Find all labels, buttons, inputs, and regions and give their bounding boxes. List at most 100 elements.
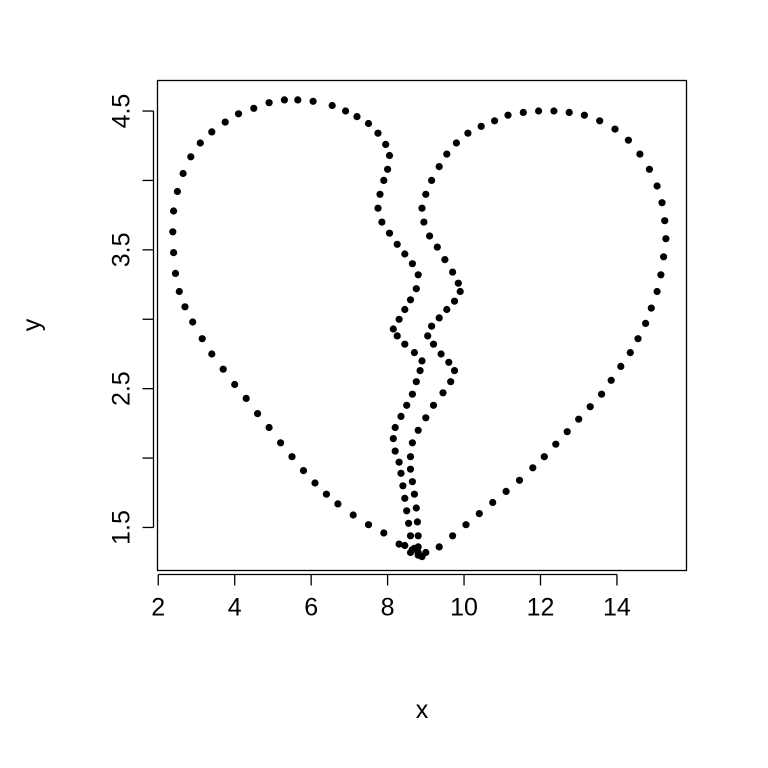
data-point-137 [443,305,451,314]
data-point-105 [662,235,670,243]
data-point-85 [475,509,483,518]
data-point-28 [187,153,195,161]
data-point-29 [196,139,204,147]
data-point-126 [428,176,436,184]
data-point-34 [265,99,273,107]
x-axis: 2 4 6 8 10 12 14 [151,573,631,622]
data-point-92 [563,428,571,436]
data-point-20 [181,303,189,311]
x-tick-label-3: 8 [381,594,395,622]
data-point-13 [254,410,262,418]
data-point-142 [437,350,445,358]
data-point-138 [435,314,443,322]
data-point-131 [433,243,441,251]
data-point-36 [294,96,302,104]
data-point-139 [428,322,436,330]
data-point-15 [231,380,239,389]
data-point-57 [401,305,409,314]
data-point-161 [401,541,409,550]
data-point-72 [395,458,403,466]
data-point-104 [660,253,668,261]
data-point-53 [408,260,416,268]
data-point-67 [403,401,411,409]
data-point-44 [385,151,394,160]
data-point-41 [364,119,373,128]
data-point-132 [441,256,449,264]
data-point-22 [171,269,180,277]
data-point-140 [424,332,432,340]
data-point-133 [449,268,457,276]
data-point-93 [575,415,583,423]
data-point-148 [422,414,430,422]
data-point-114 [580,111,589,119]
data-point-54 [414,271,422,279]
data-point-155 [412,504,420,512]
x-tick-label-4: 10 [450,594,478,622]
data-point-35 [280,96,288,104]
data-point-145 [447,378,455,386]
data-point-127 [422,190,430,198]
data-point-107 [658,199,666,207]
data-point-78 [406,532,415,540]
data-point-115 [565,108,573,116]
data-point-129 [420,218,428,226]
data-point-88 [515,476,524,484]
data-point-42 [374,129,382,137]
data-point-89 [529,464,537,472]
x-tick-label-5: 12 [527,594,555,622]
data-point-124 [443,150,451,158]
data-point-156 [413,518,421,526]
data-point-51 [393,240,401,248]
data-point-46 [380,176,388,184]
data-point-151 [406,453,415,461]
data-point-55 [412,285,420,293]
data-point-52 [401,250,409,258]
y-tick-label-4: 3.5 [108,232,136,267]
data-point-95 [598,390,606,398]
data-point-2 [395,540,403,548]
data-point-149 [414,426,422,434]
data-point-116 [550,107,558,115]
data-point-120 [491,117,499,125]
data-point-48 [374,204,382,212]
data-point-152 [406,465,415,473]
data-point-86 [489,498,497,507]
data-point-99 [634,335,642,343]
data-point-24 [169,228,177,236]
data-point-38 [328,101,336,110]
data-point-123 [452,139,460,147]
data-point-134 [454,279,462,287]
x-tick-label-6: 14 [603,594,631,622]
data-point-98 [626,349,634,357]
data-point-73 [397,469,405,477]
data-point-65 [412,378,420,386]
data-point-111 [624,136,633,144]
data-point-25 [170,207,178,215]
y-tick-label-0: 1.5 [108,510,136,545]
x-tick-label-0: 2 [151,594,165,622]
data-point-83 [449,532,457,540]
data-point-144 [450,367,459,375]
data-point-135 [456,287,464,296]
data-point-19 [189,318,197,326]
data-point-16 [219,365,227,373]
data-point-60 [393,332,401,340]
data-point-77 [405,519,413,527]
data-point-143 [445,358,453,366]
data-point-113 [596,117,604,125]
data-point-103 [657,271,665,279]
data-point-128 [418,204,426,212]
data-point-136 [450,297,459,305]
data-point-47 [376,190,384,198]
data-point-21 [175,287,183,296]
data-point-71 [391,447,399,455]
data-point-154 [410,490,418,498]
data-point-87 [502,487,510,495]
y-axis-title: y [18,318,46,331]
data-point-82 [435,543,443,551]
data-point-4 [364,521,373,529]
data-point-7 [322,490,330,498]
data-point-125 [435,163,443,171]
data-point-70 [389,435,397,443]
